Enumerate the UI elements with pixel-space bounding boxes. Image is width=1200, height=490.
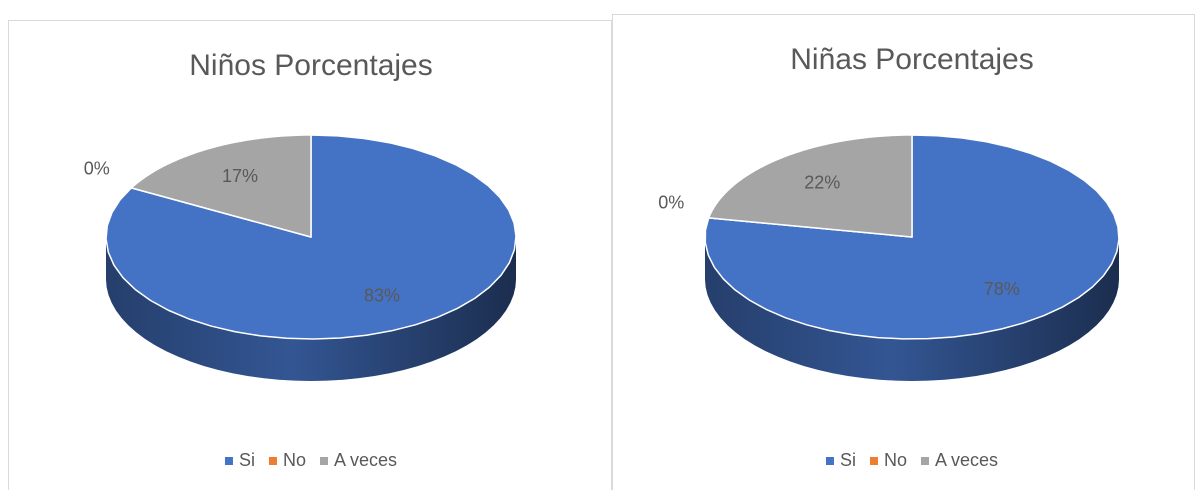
legend-label: No	[283, 450, 306, 470]
slice	[707, 134, 913, 238]
legend-swatch	[825, 457, 834, 465]
legend-label: Si	[239, 450, 255, 470]
data-label: 78%	[984, 279, 1020, 299]
data-label: 0%	[84, 159, 110, 179]
legend-swatch	[319, 457, 328, 465]
legend-label: A veces	[334, 450, 397, 470]
legend-label: No	[884, 450, 907, 470]
legend-swatch	[869, 457, 878, 465]
data-label: 83%	[364, 285, 400, 305]
data-label: 22%	[804, 172, 840, 192]
slice	[130, 134, 312, 238]
legend-swatch	[268, 457, 277, 465]
legend-swatch	[920, 457, 929, 465]
side-shade	[705, 237, 1119, 381]
data-label: 17%	[222, 166, 258, 186]
legend-swatch	[224, 457, 233, 465]
chart-title: Niños Porcentajes	[189, 49, 432, 82]
side-shade	[106, 237, 516, 381]
legend-label: Si	[840, 450, 856, 470]
chart-title: Niñas Porcentajes	[790, 43, 1033, 76]
data-label: 0%	[658, 192, 684, 212]
legend-label: A veces	[935, 450, 998, 470]
